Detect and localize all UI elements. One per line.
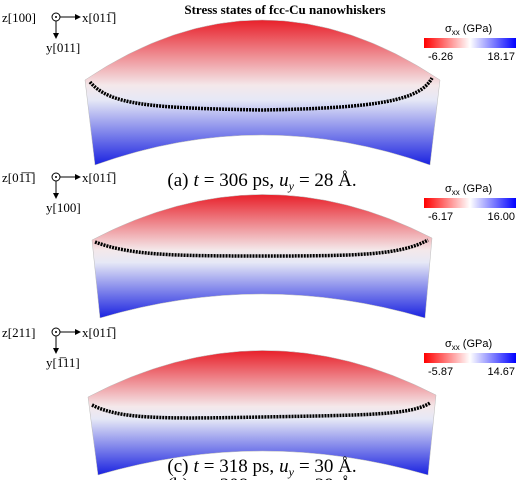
colorbar-subscript: xx <box>452 343 460 352</box>
axis-label-z: z[100] <box>2 10 36 25</box>
axis-label-y: y[1̅11] <box>46 355 80 370</box>
colorbar-subscript: xx <box>452 28 460 37</box>
panel: z[211] x[011̅]y[1̅11] σxx(GPa) -5.87 14.67 (c… <box>2 325 516 479</box>
caption-u-text: = 28 Å. <box>299 170 357 191</box>
axis-label-x: x[011̅] <box>82 10 116 25</box>
colorbar-unit: (GPa) <box>463 23 492 35</box>
colorbar-label: σxx(GPa) <box>445 338 492 352</box>
caption-u-sub: y <box>288 179 295 193</box>
caption-u: u <box>279 456 289 477</box>
axis-label-y: y[100] <box>46 200 81 215</box>
caption-label: (c) <box>167 456 188 477</box>
colorbar <box>424 38 516 48</box>
colorbar <box>424 353 516 363</box>
nanowhisker <box>85 20 440 165</box>
caption-u-sub: y <box>288 465 295 479</box>
caption-t-text: = 318 ps, <box>204 456 274 477</box>
colorbar-max: 16.00 <box>487 211 515 223</box>
axis-label-z: z[211] <box>2 325 35 340</box>
colorbar-label: σxx(GPa) <box>445 23 492 37</box>
colorbar-min: -6.17 <box>428 211 453 223</box>
figure: Stress states of fcc-Cu nanowhiskers z[1… <box>0 0 519 480</box>
caption-u-text: = 30 Å. <box>299 456 357 477</box>
axis-origin-dot <box>55 331 57 333</box>
colorbar-label: σxx(GPa) <box>445 183 492 197</box>
axis-label-x: x[011̅] <box>82 325 116 340</box>
caption-label: (a) <box>167 170 188 191</box>
axis-origin-dot <box>55 16 57 18</box>
caption: (c)t= 318 ps,uy = 30 Å. <box>167 456 356 479</box>
caption-t-text: = 306 ps, <box>204 170 274 191</box>
axis-origin-dot <box>55 176 57 178</box>
axis-label-x: x[011̅] <box>82 170 116 185</box>
caption-t: t <box>193 170 199 191</box>
colorbar-max: 18.17 <box>487 51 515 63</box>
colorbar <box>424 198 516 208</box>
colorbar-subscript: xx <box>452 188 460 197</box>
colorbar-min: -6.26 <box>428 51 453 63</box>
axis-label-z: z[01̅1̅] <box>2 170 35 185</box>
colorbar-min: -5.87 <box>428 366 453 378</box>
colorbar-unit: (GPa) <box>463 338 492 350</box>
figure-title: Stress states of fcc-Cu nanowhiskers <box>184 2 385 17</box>
colorbar-max: 14.67 <box>487 366 515 378</box>
caption-t: t <box>193 456 199 477</box>
colorbar-unit: (GPa) <box>463 183 492 195</box>
axis-label-y: y[011] <box>46 40 80 55</box>
caption-u: u <box>279 170 289 191</box>
caption: (a)t= 306 ps,uy = 28 Å. <box>167 170 356 193</box>
